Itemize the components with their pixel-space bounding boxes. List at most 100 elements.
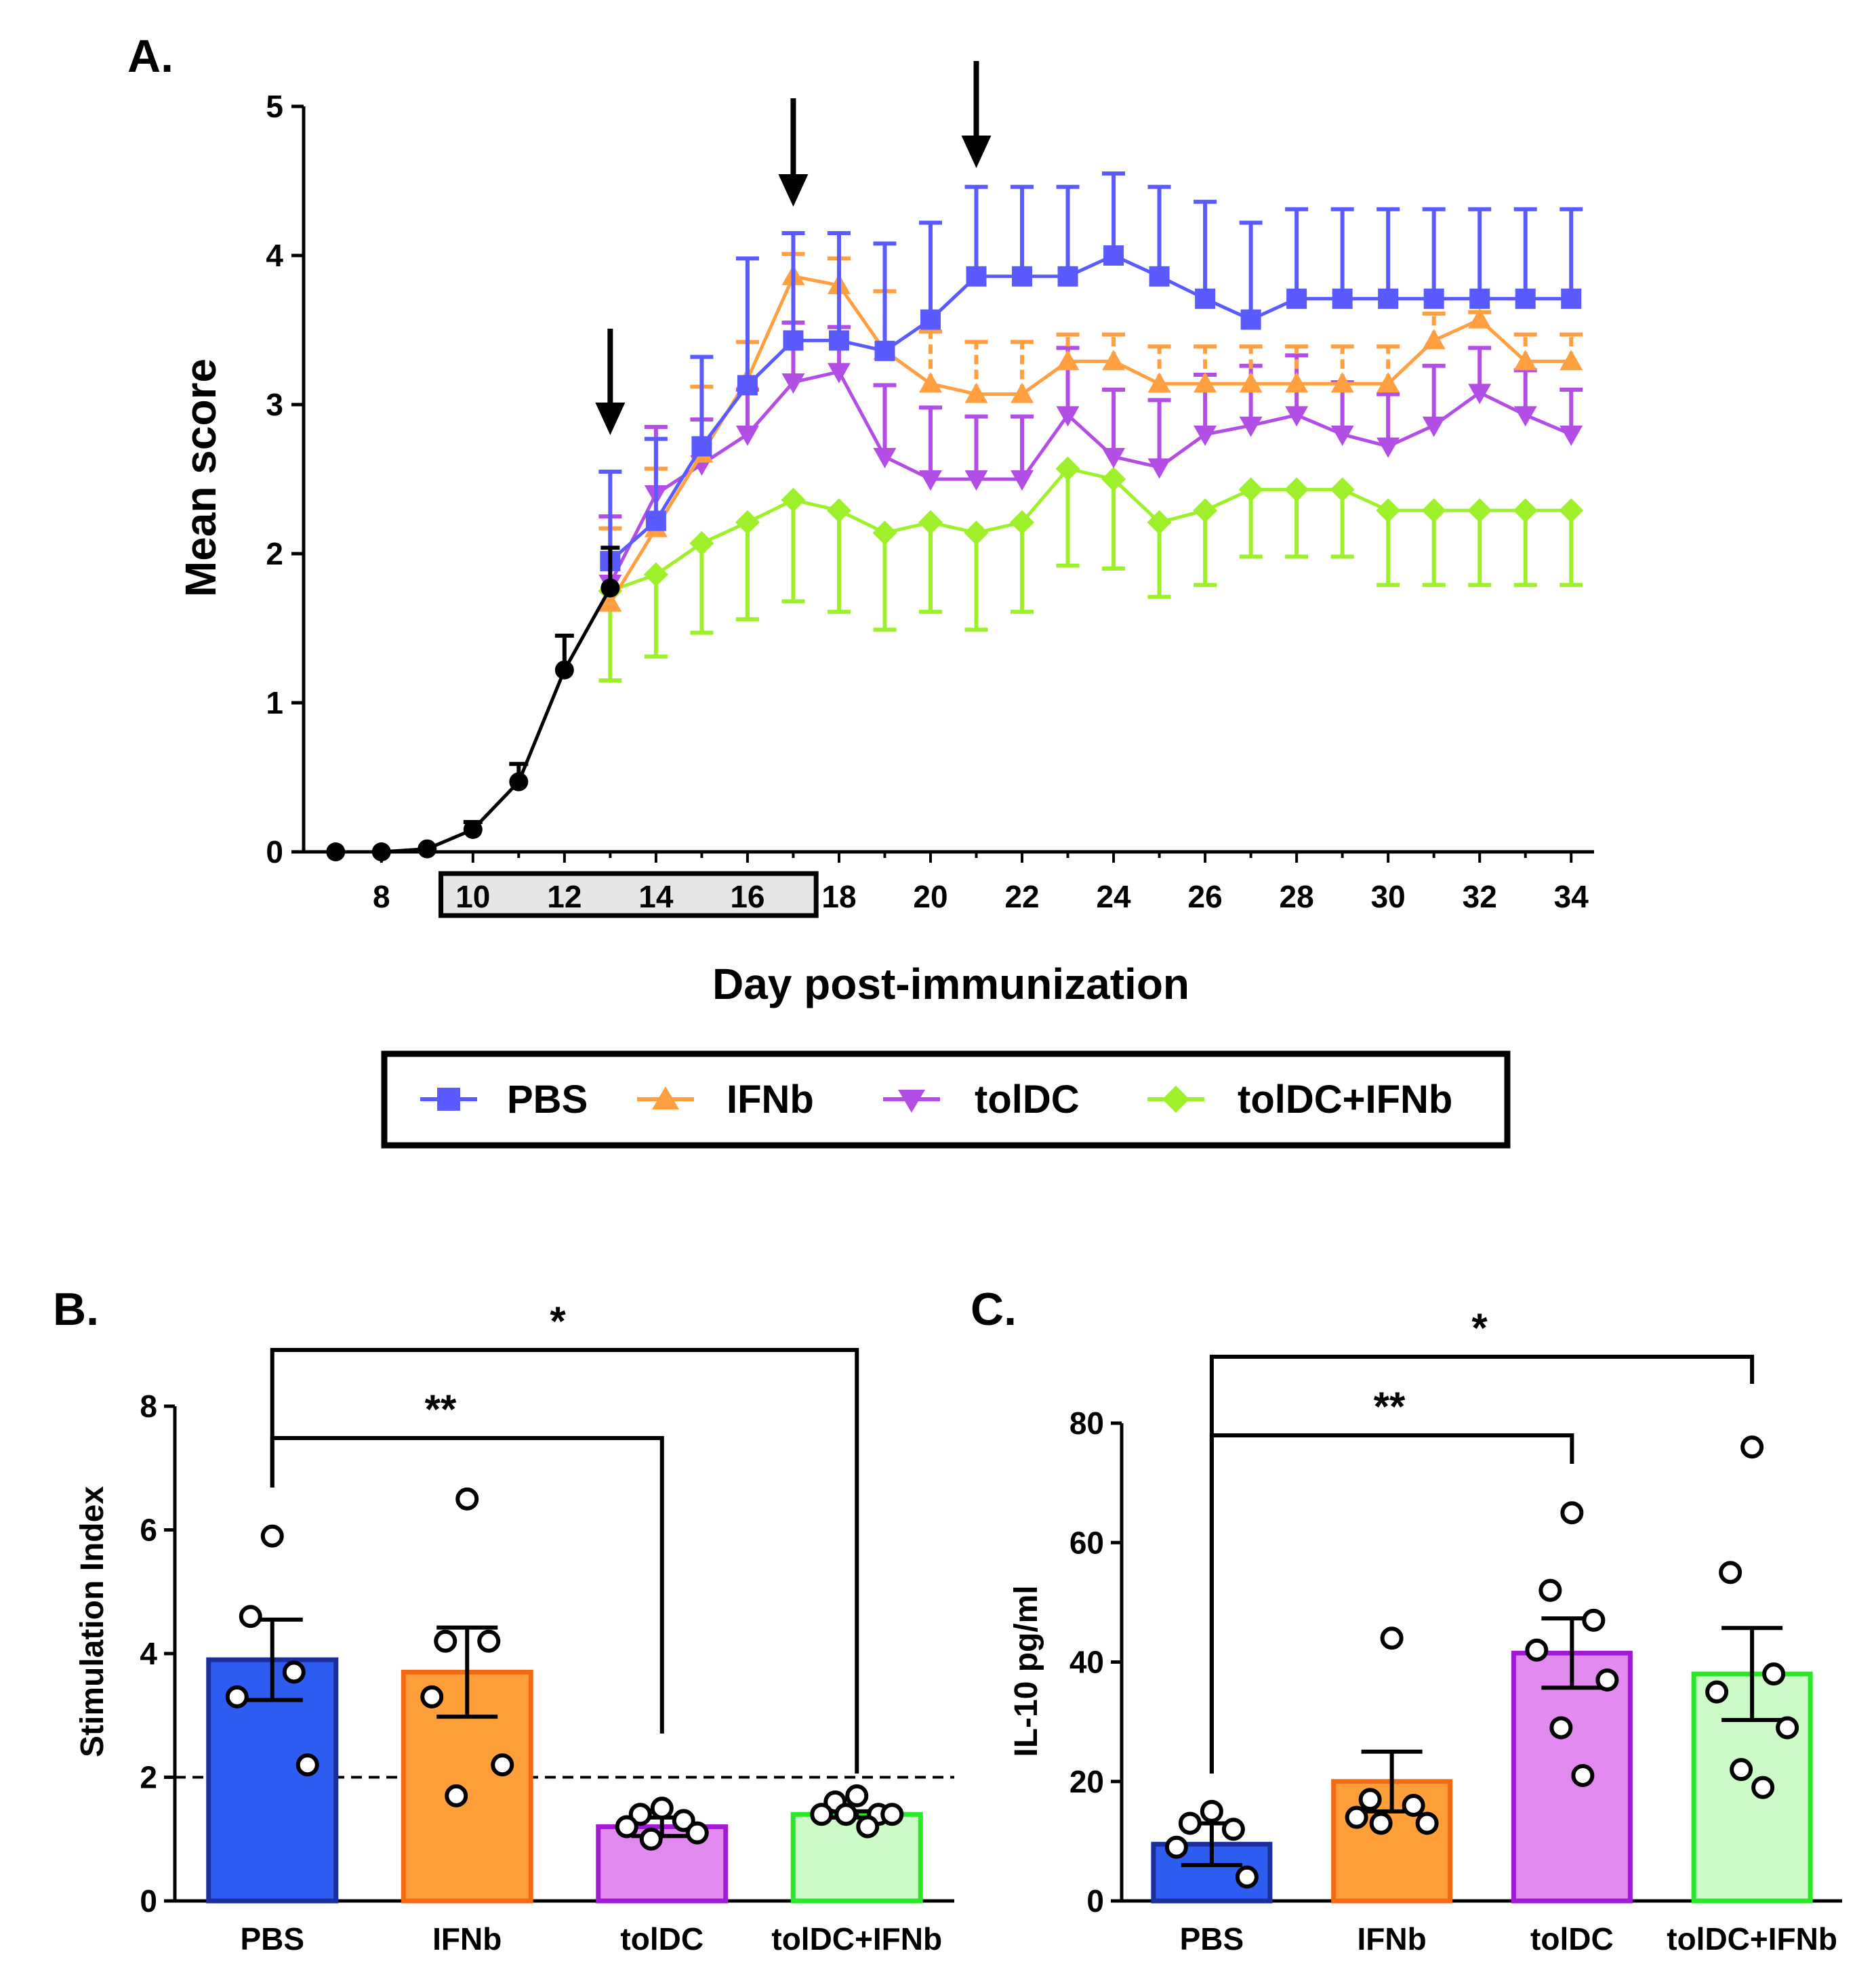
x-tick-label: 32 bbox=[1463, 879, 1497, 914]
data-point bbox=[1513, 350, 1537, 371]
data-point bbox=[1239, 372, 1263, 393]
legend-pbs-label: PBS bbox=[507, 1078, 588, 1122]
x-category-label: IFNb bbox=[1358, 1921, 1427, 1957]
data-point bbox=[1102, 448, 1126, 468]
panel-a-x-axis-title: Day post-immunization bbox=[712, 960, 1189, 1008]
data-point bbox=[417, 839, 437, 859]
data-point bbox=[1147, 510, 1172, 535]
x-tick-label: 28 bbox=[1280, 879, 1314, 914]
data-point bbox=[1235, 1865, 1259, 1889]
data-point bbox=[1705, 1680, 1729, 1704]
data-point bbox=[783, 330, 804, 351]
data-point bbox=[1421, 498, 1446, 523]
legend-frame bbox=[381, 1050, 1511, 1149]
data-point bbox=[781, 487, 806, 512]
data-point bbox=[918, 470, 942, 491]
significance-bracket: * bbox=[1209, 1305, 1755, 1774]
data-point bbox=[1012, 266, 1033, 287]
data-point bbox=[880, 1803, 904, 1826]
data-point bbox=[827, 363, 851, 384]
y-tick-label: 4 bbox=[140, 1636, 157, 1671]
data-point bbox=[1239, 416, 1263, 437]
data-point bbox=[295, 1753, 319, 1777]
data-point bbox=[326, 842, 346, 861]
data-point bbox=[1469, 288, 1490, 309]
data-point bbox=[1719, 1561, 1742, 1584]
treatment-window-box bbox=[439, 871, 819, 918]
y-tick-label: 8 bbox=[140, 1389, 157, 1424]
treatment-arrow bbox=[961, 61, 992, 168]
data-point bbox=[1468, 384, 1492, 405]
data-point bbox=[1538, 1578, 1562, 1602]
data-point bbox=[1423, 288, 1444, 309]
data-point bbox=[845, 1784, 869, 1807]
data-point bbox=[639, 1827, 663, 1851]
data-point bbox=[1595, 1668, 1619, 1692]
y-tick-label: 20 bbox=[1069, 1764, 1104, 1799]
data-point bbox=[1200, 1799, 1223, 1823]
data-point bbox=[826, 498, 851, 523]
data-point bbox=[1560, 1501, 1584, 1525]
legend-toldc-label: tolDC bbox=[975, 1078, 1080, 1122]
x-tick-label: 14 bbox=[638, 879, 674, 914]
data-point bbox=[225, 1685, 249, 1708]
significance-bracket: * bbox=[270, 1298, 859, 1774]
data-point bbox=[1549, 1716, 1573, 1740]
data-point bbox=[1513, 406, 1537, 427]
data-point bbox=[1559, 498, 1584, 523]
data-point bbox=[463, 820, 483, 839]
data-point bbox=[1178, 1811, 1202, 1835]
data-point bbox=[1525, 1638, 1549, 1662]
y-tick-label: 6 bbox=[140, 1513, 157, 1548]
data-point bbox=[1402, 1794, 1425, 1817]
bracket-line bbox=[270, 1348, 859, 1774]
x-category-label: tolDC bbox=[1530, 1921, 1614, 1957]
series-pbs bbox=[598, 171, 1583, 571]
series-line bbox=[335, 587, 612, 854]
y-tick-label: 1 bbox=[266, 685, 283, 720]
data-point bbox=[1571, 1763, 1595, 1787]
panel-c-y-axis-title: IL-10 pg/ml bbox=[1008, 1585, 1044, 1757]
data-point bbox=[643, 562, 668, 587]
x-category-label: PBS bbox=[240, 1921, 304, 1957]
y-tick-label: 0 bbox=[266, 834, 283, 869]
data-point bbox=[598, 591, 622, 612]
data-point bbox=[1345, 1805, 1368, 1829]
data-point bbox=[1286, 288, 1307, 309]
data-point bbox=[1380, 1626, 1404, 1650]
data-point bbox=[1330, 477, 1355, 502]
x-category-label: tolDC+IFNb bbox=[1667, 1921, 1837, 1957]
data-point bbox=[1422, 416, 1446, 437]
y-tick-label: 40 bbox=[1069, 1645, 1104, 1680]
legend-combo-label: tolDC+IFNb bbox=[1238, 1078, 1452, 1122]
x-category-label: PBS bbox=[1180, 1921, 1244, 1957]
data-point bbox=[873, 448, 897, 468]
data-point bbox=[1147, 458, 1171, 479]
data-point bbox=[1055, 456, 1080, 481]
bar-group-toldc-ifnb: tolDC+IFNb bbox=[1667, 1435, 1837, 1957]
significance-label: ** bbox=[1374, 1384, 1406, 1429]
data-point bbox=[491, 1753, 514, 1777]
series-baseline bbox=[326, 546, 620, 861]
data-point bbox=[1377, 437, 1400, 458]
data-point bbox=[371, 842, 391, 861]
x-category-label: tolDC+IFNb bbox=[771, 1921, 942, 1957]
data-point bbox=[1056, 406, 1080, 427]
bar-group-toldc: tolDC bbox=[596, 1797, 729, 1957]
treatment-arrow bbox=[778, 98, 809, 207]
panel-a-series bbox=[326, 61, 1584, 861]
significance-bracket: ** bbox=[1209, 1384, 1574, 1774]
data-point bbox=[1513, 498, 1538, 523]
data-point bbox=[282, 1660, 306, 1684]
x-tick-label: 10 bbox=[455, 879, 490, 914]
data-point bbox=[628, 1803, 652, 1826]
bracket-line bbox=[270, 1436, 664, 1734]
data-point bbox=[445, 1784, 468, 1807]
data-point bbox=[672, 1809, 695, 1832]
data-point bbox=[1010, 510, 1035, 535]
data-point bbox=[455, 1487, 479, 1511]
data-point bbox=[509, 772, 529, 792]
data-point bbox=[1332, 288, 1353, 309]
x-tick-label: 30 bbox=[1371, 879, 1406, 914]
data-point bbox=[1149, 266, 1170, 287]
